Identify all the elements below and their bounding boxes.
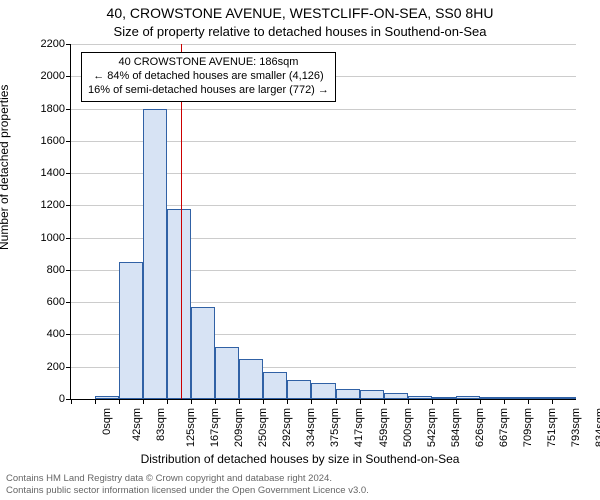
- chart-title: 40, CROWSTONE AVENUE, WESTCLIFF-ON-SEA, …: [0, 5, 600, 21]
- x-tick-label: 709sqm: [516, 408, 534, 447]
- x-tick-label: 42sqm: [125, 408, 143, 441]
- x-tick-label: 793sqm: [564, 408, 582, 447]
- footer-line: Contains HM Land Registry data © Crown c…: [6, 473, 369, 485]
- x-tick-mark: [408, 399, 409, 404]
- bar: [263, 372, 287, 399]
- bar: [456, 396, 480, 399]
- bar: [336, 389, 360, 399]
- bar: [432, 397, 456, 399]
- x-tick-label: 0sqm: [95, 408, 113, 435]
- x-tick-mark: [336, 399, 337, 404]
- gridline: [71, 44, 576, 45]
- x-tick-label: 751sqm: [540, 408, 558, 447]
- y-tick-label: 1600: [41, 135, 71, 147]
- x-tick-label: 167sqm: [203, 408, 221, 447]
- y-tick-label: 2200: [41, 38, 71, 50]
- x-tick-mark: [432, 399, 433, 404]
- x-tick-mark: [480, 399, 481, 404]
- y-tick-label: 2000: [41, 70, 71, 82]
- x-tick-mark: [504, 399, 505, 404]
- y-tick-label: 1200: [41, 199, 71, 211]
- x-tick-mark: [384, 399, 385, 404]
- x-tick-mark: [95, 399, 96, 404]
- y-tick-label: 0: [59, 393, 71, 405]
- bar: [311, 383, 335, 399]
- bar: [552, 397, 576, 399]
- x-tick-label: 209sqm: [227, 408, 245, 447]
- x-tick-mark: [311, 399, 312, 404]
- x-tick-label: 250sqm: [251, 408, 269, 447]
- x-tick-label: 83sqm: [149, 408, 167, 441]
- y-tick-label: 800: [47, 264, 71, 276]
- annotation-line: 16% of semi-detached houses are larger (…: [88, 84, 329, 98]
- bar: [528, 397, 552, 399]
- bar: [384, 393, 408, 399]
- footer-line: Contains public sector information licen…: [6, 485, 369, 497]
- y-tick-label: 600: [47, 296, 71, 308]
- x-tick-mark: [552, 399, 553, 404]
- x-tick-label: 500sqm: [396, 408, 414, 447]
- x-tick-label: 292sqm: [275, 408, 293, 447]
- x-tick-mark: [119, 399, 120, 404]
- y-tick-label: 1000: [41, 232, 71, 244]
- chart-container: 40, CROWSTONE AVENUE, WESTCLIFF-ON-SEA, …: [0, 0, 600, 500]
- x-tick-mark: [287, 399, 288, 404]
- x-tick-label: 334sqm: [300, 408, 318, 447]
- y-tick-label: 400: [47, 328, 71, 340]
- x-tick-label: 626sqm: [468, 408, 486, 447]
- x-tick-label: 459sqm: [372, 408, 390, 447]
- x-tick-mark: [215, 399, 216, 404]
- bar: [287, 380, 311, 399]
- x-tick-label: 667sqm: [492, 408, 510, 447]
- chart-subtitle: Size of property relative to detached ho…: [0, 24, 600, 39]
- bar: [167, 209, 191, 399]
- x-tick-mark: [263, 399, 264, 404]
- annotation-line: ← 84% of detached houses are smaller (4,…: [88, 70, 329, 84]
- bar: [95, 396, 119, 399]
- annotation-box: 40 CROWSTONE AVENUE: 186sqm ← 84% of det…: [81, 52, 336, 102]
- footer-text: Contains HM Land Registry data © Crown c…: [6, 473, 369, 497]
- bar: [504, 397, 528, 399]
- x-tick-label: 834sqm: [588, 408, 600, 447]
- x-tick-mark: [71, 399, 72, 404]
- plot-area: 40 CROWSTONE AVENUE: 186sqm ← 84% of det…: [70, 44, 576, 400]
- x-tick-label: 417sqm: [348, 408, 366, 447]
- x-tick-mark: [528, 399, 529, 404]
- y-axis-label: Number of detached properties: [0, 85, 11, 250]
- annotation-line: 40 CROWSTONE AVENUE: 186sqm: [88, 56, 329, 70]
- y-tick-label: 1800: [41, 103, 71, 115]
- x-tick-mark: [456, 399, 457, 404]
- bar: [360, 390, 384, 399]
- bar: [408, 396, 432, 399]
- x-tick-mark: [239, 399, 240, 404]
- x-tick-label: 125sqm: [179, 408, 197, 447]
- x-tick-mark: [167, 399, 168, 404]
- bar: [119, 262, 143, 399]
- x-tick-mark: [360, 399, 361, 404]
- x-tick-label: 584sqm: [444, 408, 462, 447]
- x-tick-mark: [143, 399, 144, 404]
- bar: [143, 109, 167, 399]
- bar: [239, 359, 263, 399]
- bar: [215, 347, 239, 399]
- x-axis-label: Distribution of detached houses by size …: [0, 452, 600, 466]
- y-tick-label: 200: [47, 361, 71, 373]
- x-tick-label: 375sqm: [324, 408, 342, 447]
- bar: [191, 307, 215, 399]
- bar: [480, 397, 504, 399]
- x-tick-mark: [191, 399, 192, 404]
- x-tick-label: 542sqm: [420, 408, 438, 447]
- y-tick-label: 1400: [41, 167, 71, 179]
